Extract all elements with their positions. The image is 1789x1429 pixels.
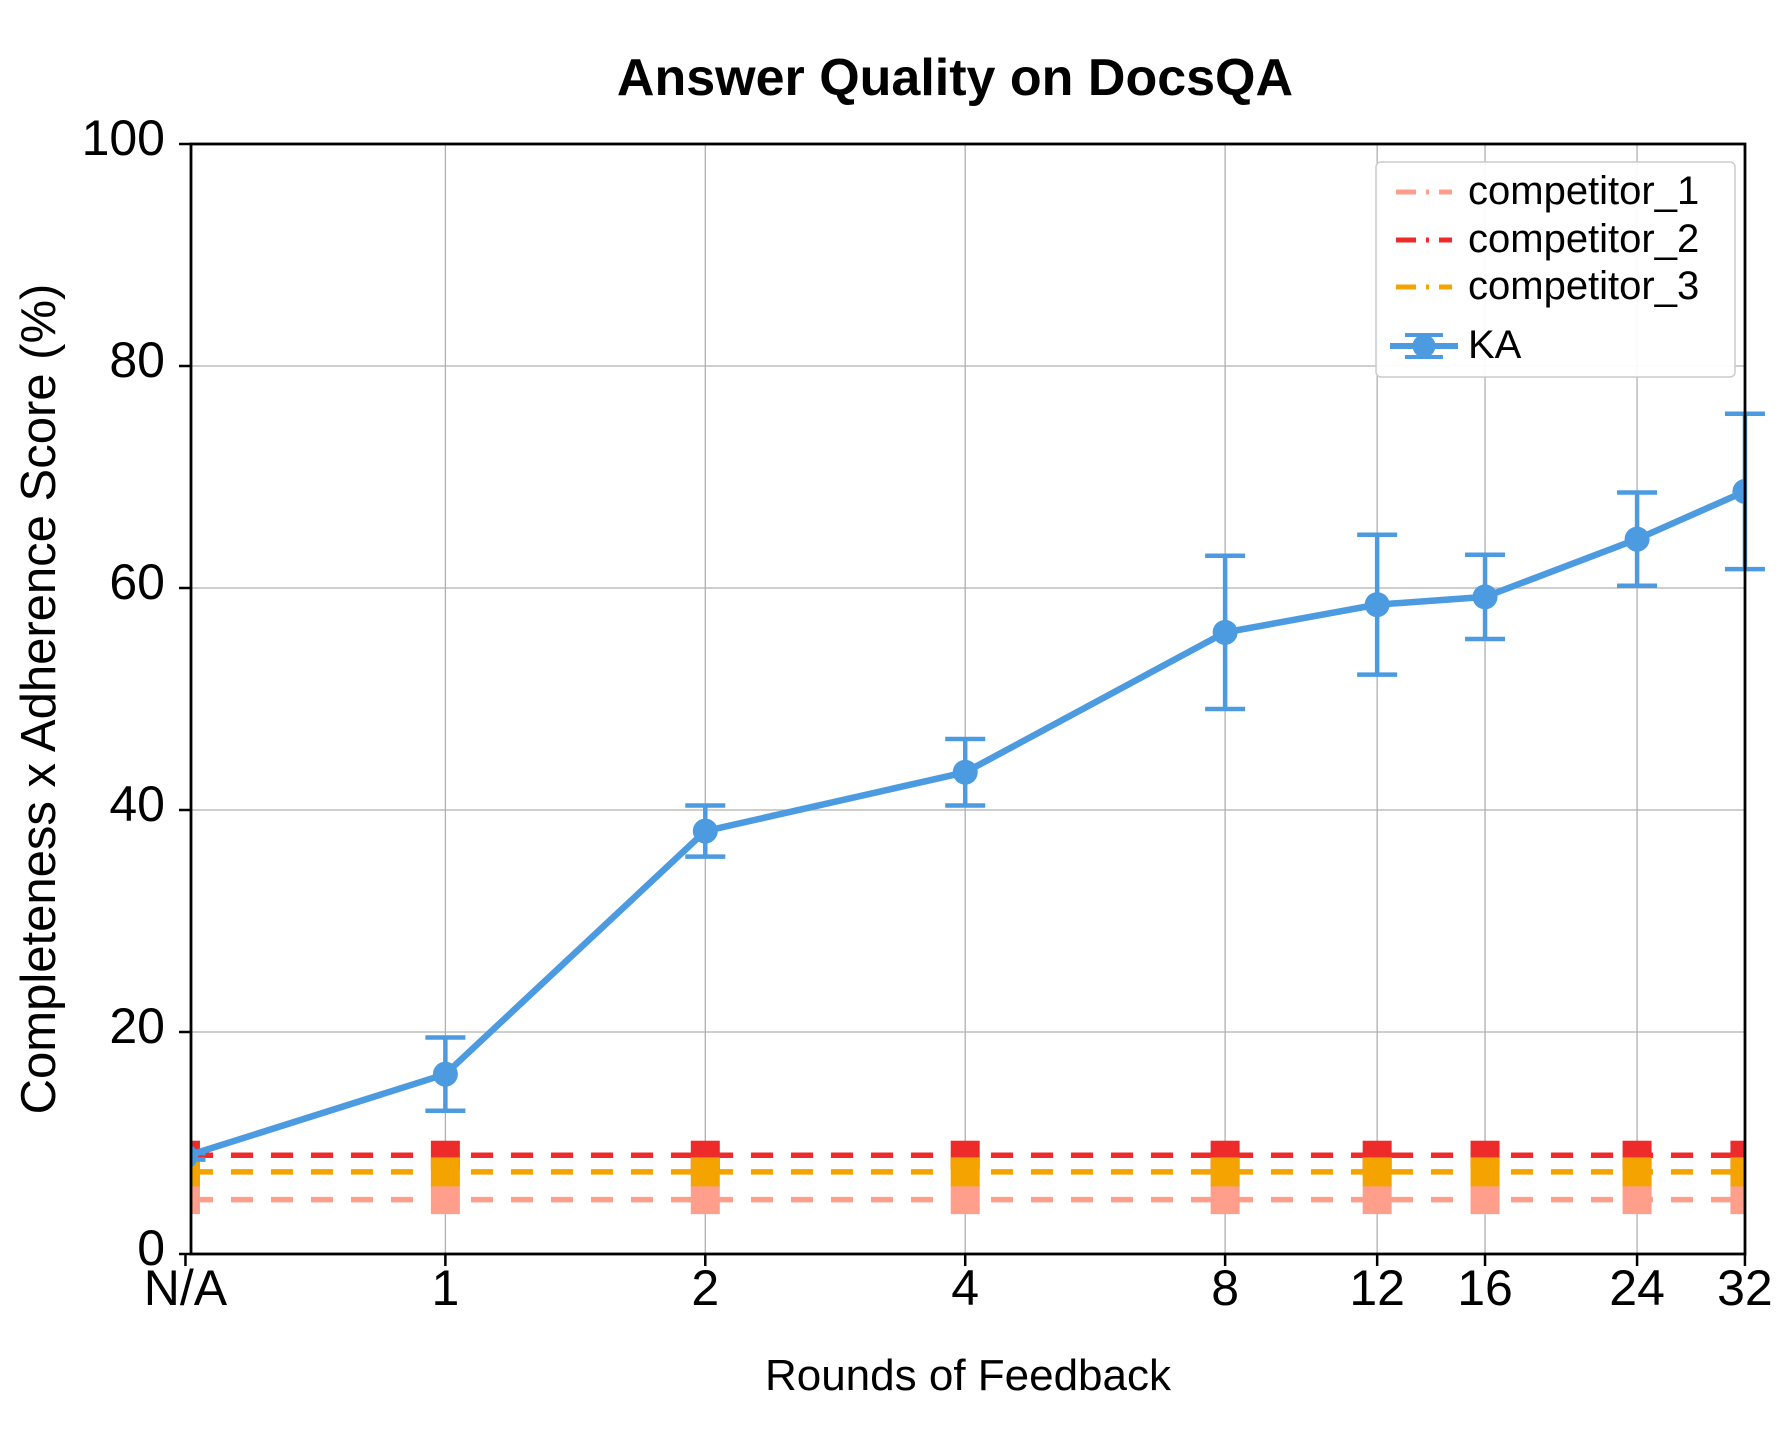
- svg-text:Rounds of Feedback: Rounds of Feedback: [765, 1351, 1172, 1400]
- svg-text:12: 12: [1349, 1260, 1405, 1316]
- svg-text:competitor_1: competitor_1: [1468, 169, 1699, 213]
- svg-text:4: 4: [951, 1260, 979, 1316]
- svg-text:Answer Quality on DocsQA: Answer Quality on DocsQA: [617, 49, 1293, 107]
- svg-text:32: 32: [1717, 1260, 1773, 1316]
- svg-text:60: 60: [109, 554, 165, 610]
- svg-text:2: 2: [691, 1260, 719, 1316]
- svg-text:Completeness x Adherence Score: Completeness x Adherence Score (%): [12, 284, 66, 1115]
- svg-text:80: 80: [109, 332, 165, 388]
- svg-text:1: 1: [431, 1260, 459, 1316]
- svg-text:16: 16: [1457, 1260, 1513, 1316]
- svg-text:competitor_2: competitor_2: [1468, 217, 1699, 261]
- svg-text:N/A: N/A: [144, 1260, 228, 1316]
- svg-text:8: 8: [1211, 1260, 1239, 1316]
- svg-text:100: 100: [82, 110, 165, 166]
- svg-text:24: 24: [1609, 1260, 1665, 1316]
- svg-text:40: 40: [109, 776, 165, 832]
- svg-text:KA: KA: [1468, 323, 1522, 367]
- svg-text:20: 20: [109, 998, 165, 1054]
- svg-text:competitor_3: competitor_3: [1468, 264, 1699, 308]
